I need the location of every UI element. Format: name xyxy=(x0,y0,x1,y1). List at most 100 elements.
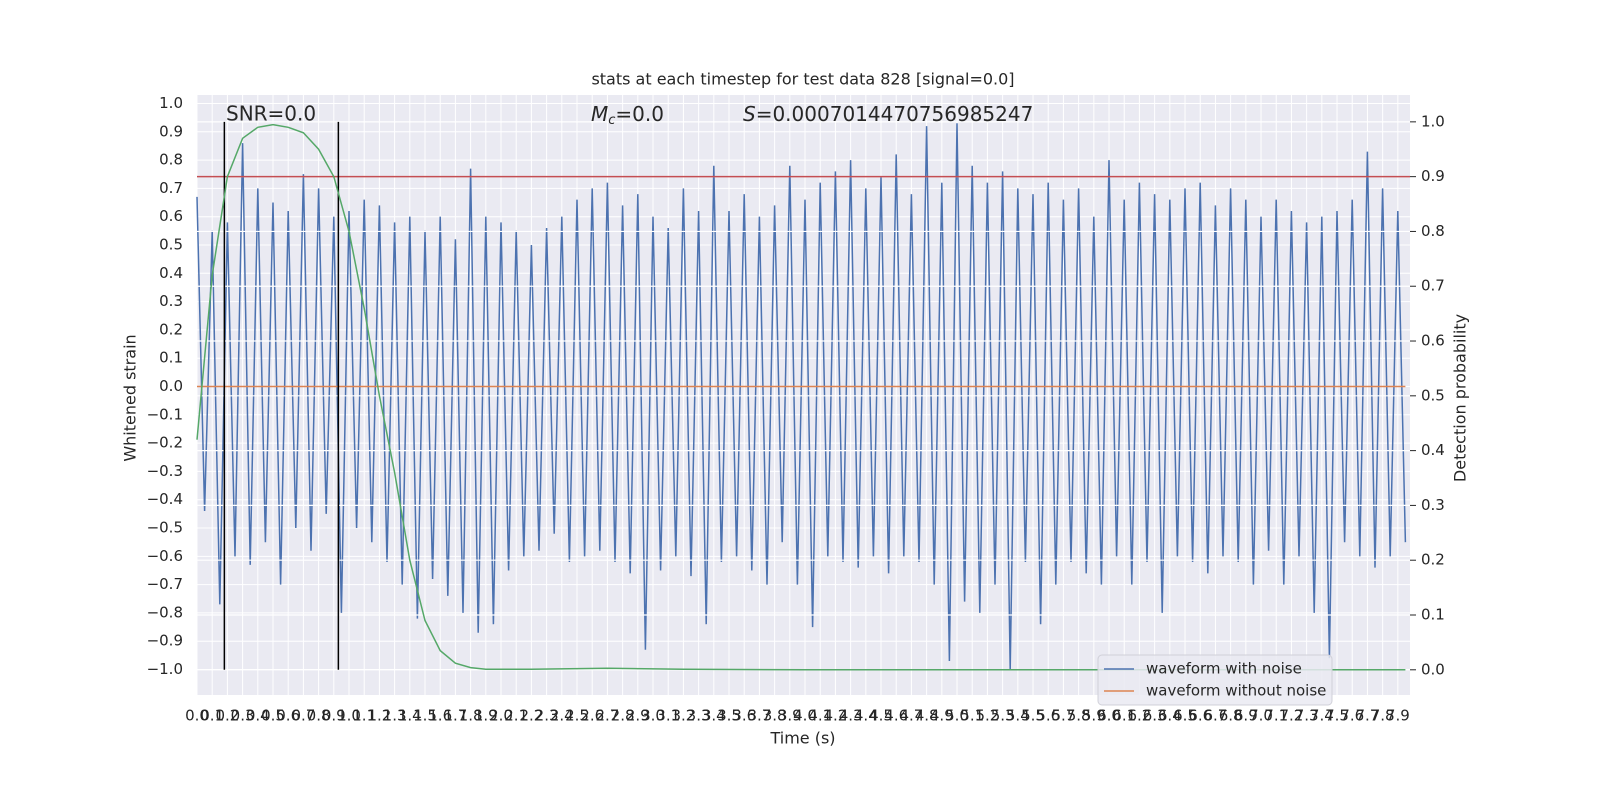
x-axis-label: Time (s) xyxy=(769,729,835,748)
y-tick-label: −0.6 xyxy=(147,547,183,565)
x-tick-label: 5.8 xyxy=(1067,707,1091,725)
y2-tick-label: 0.9 xyxy=(1421,167,1445,185)
x-tick-label: 7.1 xyxy=(1264,707,1288,725)
legend-box xyxy=(1097,654,1333,706)
x-tick-label: 4.8 xyxy=(915,707,939,725)
x-tick-label: 2.3 xyxy=(535,707,559,725)
x-tick-label: 7.2 xyxy=(1280,707,1304,725)
y-tick-label: −0.8 xyxy=(147,603,183,621)
x-tick-label: 6.5 xyxy=(1173,707,1197,725)
x-tick-label: 2.2 xyxy=(519,707,543,725)
marks xyxy=(196,121,1410,671)
x-tick-label: 1.1 xyxy=(352,707,376,725)
plot-area xyxy=(197,95,1410,695)
x-tick-label: 0.6 xyxy=(276,707,300,725)
x-tick-label: 7.4 xyxy=(1310,707,1334,725)
y2-tick-label: 1.0 xyxy=(1421,112,1445,130)
x-tick-label: 4.4 xyxy=(854,707,878,725)
x-tick-label: 6.1 xyxy=(1112,707,1136,725)
y2-tick-label: 0.7 xyxy=(1421,277,1445,295)
x-tick-label: 3.8 xyxy=(763,707,787,725)
legend: waveform with noise waveform without nois… xyxy=(1097,654,1333,706)
y-tick-label: 0.2 xyxy=(159,320,183,338)
x-tick-label: 5.3 xyxy=(991,707,1015,725)
series-line xyxy=(196,123,1407,670)
y2-tick-label: 0.2 xyxy=(1421,551,1445,569)
x-tick-label: 2.7 xyxy=(595,707,619,725)
x-tick-label: 5.9 xyxy=(1082,707,1106,725)
x-tick-label: 5.5 xyxy=(1021,707,1045,725)
y-tick-label: −0.5 xyxy=(147,519,183,537)
y-tick-label: 0.6 xyxy=(159,207,183,225)
x-tick-label: 3.1 xyxy=(656,707,680,725)
x-tick-label: 5.7 xyxy=(1051,707,1075,725)
snr-annotation: SNR=0.0 xyxy=(226,102,316,126)
x-tick-label: 1.0 xyxy=(337,707,361,725)
y2-tick-label: 0.4 xyxy=(1421,441,1445,459)
x-tick-label: 2.4 xyxy=(550,707,574,725)
x-tick-label: 4.2 xyxy=(823,707,847,725)
x-tick-label: 1.4 xyxy=(398,707,422,725)
x-tick-label: 2.0 xyxy=(489,707,513,725)
x-tick-label: 3.7 xyxy=(747,707,771,725)
y-tick-label: −0.9 xyxy=(147,632,183,650)
mc-symbol: M xyxy=(591,102,608,126)
labels: 0.00.10.20.30.40.50.60.70.80.91.01.11.21… xyxy=(147,94,1445,725)
s-annotation: S=0.0007014470756985247 xyxy=(743,102,1033,126)
x-tick-label: 1.2 xyxy=(367,707,391,725)
y-tick-label: 0.7 xyxy=(159,179,183,197)
x-tick-label: 0.5 xyxy=(261,707,285,725)
x-tick-label: 5.0 xyxy=(945,707,969,725)
x-tick-label: 0.2 xyxy=(215,707,239,725)
y-tick-label: −1.0 xyxy=(147,660,183,678)
x-tick-label: 0.1 xyxy=(200,707,224,725)
legend-label: waveform with noise xyxy=(1146,660,1302,678)
y2-tick-label: 0.3 xyxy=(1421,496,1445,514)
y2-axis-label: Detection probability xyxy=(1451,314,1470,482)
x-tick-label: 0.8 xyxy=(307,707,331,725)
x-tick-label: 1.5 xyxy=(413,707,437,725)
x-tick-label: 2.5 xyxy=(565,707,589,725)
mc-value: =0.0 xyxy=(615,102,664,126)
x-tick-label: 1.3 xyxy=(383,707,407,725)
y2-tick-label: 0.6 xyxy=(1421,332,1445,350)
y-tick-label: 1.0 xyxy=(159,94,183,112)
x-tick-label: 5.6 xyxy=(1036,707,1060,725)
mc-subscript: c xyxy=(608,113,615,128)
x-tick-label: 7.3 xyxy=(1295,707,1319,725)
y2-tick-label: 0.0 xyxy=(1421,660,1445,678)
x-tick-label: 2.6 xyxy=(580,707,604,725)
x-tick-label: 4.1 xyxy=(808,707,832,725)
x-tick-label: 2.1 xyxy=(504,707,528,725)
x-tick-label: 2.9 xyxy=(626,707,650,725)
x-tick-label: 6.7 xyxy=(1204,707,1228,725)
y-tick-label: 0.1 xyxy=(159,349,183,367)
x-tick-label: 6.6 xyxy=(1188,707,1212,725)
x-tick-label: 6.4 xyxy=(1158,707,1182,725)
x-tick-label: 0.7 xyxy=(291,707,315,725)
y-tick-label: 0.8 xyxy=(159,151,183,169)
x-tick-label: 1.7 xyxy=(443,707,467,725)
x-tick-label: 6.8 xyxy=(1219,707,1243,725)
y-tick-label: −0.1 xyxy=(147,405,183,423)
x-tick-label: 0.3 xyxy=(231,707,255,725)
x-tick-label: 6.9 xyxy=(1234,707,1258,725)
x-tick-label: 3.4 xyxy=(702,707,726,725)
y-tick-label: 0.4 xyxy=(159,264,183,282)
x-tick-label: 2.8 xyxy=(611,707,635,725)
x-tick-label: 7.7 xyxy=(1356,707,1380,725)
x-tick-label: 0.0 xyxy=(185,707,209,725)
x-tick-label: 0.4 xyxy=(246,707,270,725)
y-tick-label: −0.3 xyxy=(147,462,183,480)
x-tick-label: 4.3 xyxy=(839,707,863,725)
x-tick-label: 3.6 xyxy=(732,707,756,725)
chart-title: stats at each timestep for test data 828… xyxy=(591,70,1014,89)
x-tick-label: 0.9 xyxy=(322,707,346,725)
y-axis-label: Whitened strain xyxy=(121,334,140,461)
legend-label: waveform without noise xyxy=(1146,682,1326,700)
x-tick-label: 6.3 xyxy=(1143,707,1167,725)
x-tick-label: 7.0 xyxy=(1249,707,1273,725)
y-tick-label: −0.2 xyxy=(147,434,183,452)
y2-tick-label: 0.1 xyxy=(1421,606,1445,624)
